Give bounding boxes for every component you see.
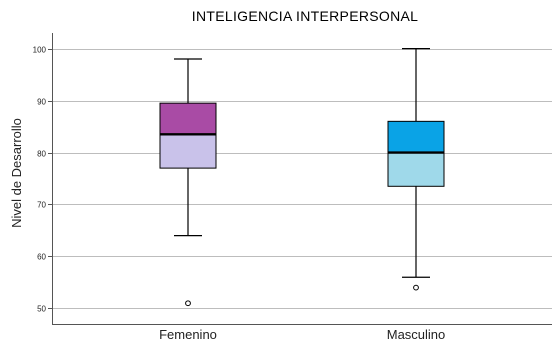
box-upper-half — [160, 103, 216, 135]
outlier-point — [413, 284, 419, 291]
box-lower-half — [160, 134, 216, 169]
box-masculino — [387, 47, 445, 291]
y-tick-label-90: 90 — [37, 98, 46, 107]
y-tick-labels: 50 60 70 80 90 100 — [33, 46, 47, 314]
outlier-point — [185, 300, 191, 307]
y-tick-label-70: 70 — [37, 201, 46, 210]
grid-lines — [52, 49, 552, 309]
category-label-masculino: Masculino — [387, 327, 446, 342]
y-axis-label: Nivel de Desarrollo — [9, 118, 24, 228]
y-tick-label-100: 100 — [33, 46, 47, 55]
box-outline — [159, 102, 217, 169]
y-tick-label-50: 50 — [37, 305, 46, 314]
axes — [48, 33, 552, 325]
boxes — [159, 47, 445, 307]
category-labels: Femenino Masculino — [159, 327, 445, 342]
y-tick-label-80: 80 — [37, 150, 46, 159]
box-femenino — [159, 58, 217, 307]
chart-title: INTELIGENCIA INTERPERSONAL — [192, 8, 418, 24]
box-lower-half — [388, 152, 444, 187]
y-tick-label-60: 60 — [37, 253, 46, 262]
box-outline — [387, 120, 445, 187]
category-label-femenino: Femenino — [159, 327, 217, 342]
box-upper-half — [388, 121, 444, 153]
